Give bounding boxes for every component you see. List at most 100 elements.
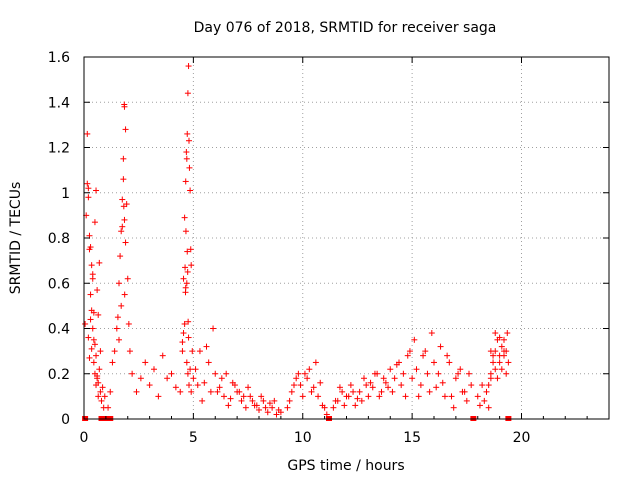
y-tick-label: 1 <box>61 186 70 202</box>
data-point <box>187 246 194 253</box>
data-point <box>350 388 357 395</box>
data-point <box>89 325 96 332</box>
data-point <box>95 311 102 318</box>
data-point <box>182 289 189 296</box>
x-tick-label: 0 <box>80 430 89 446</box>
data-point <box>501 336 507 343</box>
data-point <box>446 359 453 366</box>
data-point <box>107 388 114 395</box>
data-point <box>142 359 149 366</box>
data-point <box>336 384 343 391</box>
data-point <box>182 264 189 271</box>
data-point <box>441 393 448 400</box>
data-point <box>387 366 394 373</box>
data-point <box>466 370 472 377</box>
data-point <box>117 253 124 260</box>
data-point <box>184 370 191 377</box>
data-point <box>225 402 232 409</box>
data-point <box>91 219 98 226</box>
data-point <box>84 180 91 187</box>
data-point <box>258 393 265 400</box>
data-point <box>269 404 276 411</box>
data-point <box>188 262 195 269</box>
data-point <box>88 345 95 352</box>
data-point <box>119 196 126 203</box>
data-point <box>234 388 241 395</box>
data-point <box>365 393 372 400</box>
data-point <box>240 393 247 400</box>
data-point <box>448 393 455 400</box>
data-point <box>89 271 96 278</box>
data-point <box>109 359 116 366</box>
data-point <box>391 375 398 382</box>
data-point <box>185 334 192 341</box>
y-tick-label: 1.6 <box>48 50 70 66</box>
x-tick-label: 20 <box>513 430 531 446</box>
data-point <box>105 404 112 411</box>
data-point <box>389 388 396 395</box>
data-point <box>188 388 195 395</box>
data-point <box>420 352 427 359</box>
data-point <box>114 314 121 321</box>
data-point <box>406 348 413 355</box>
data-point <box>402 393 409 400</box>
y-tick-label: 0.2 <box>48 367 70 383</box>
data-point <box>182 178 189 185</box>
data-point <box>101 393 108 400</box>
data-point <box>85 185 92 192</box>
data-point <box>266 400 273 407</box>
data-point <box>481 397 488 404</box>
data-point <box>86 354 93 361</box>
data-point <box>205 359 212 366</box>
data-point <box>487 348 494 355</box>
data-point <box>137 375 144 382</box>
data-point <box>183 359 190 366</box>
data-point <box>271 397 278 404</box>
data-point <box>189 348 196 355</box>
data-point <box>227 395 234 402</box>
data-point <box>459 388 466 395</box>
data-point <box>463 397 470 404</box>
data-point <box>199 397 206 404</box>
data-point <box>207 388 214 395</box>
data-point <box>125 320 132 327</box>
data-point <box>121 101 128 108</box>
data-point <box>251 402 258 409</box>
data-point <box>87 291 94 298</box>
data-point <box>186 137 192 144</box>
data-point <box>273 411 280 418</box>
data-point <box>180 275 187 282</box>
data-point <box>490 352 497 359</box>
data-point <box>159 352 166 359</box>
data-point <box>186 164 193 171</box>
data-point <box>216 384 223 391</box>
data-point <box>321 404 328 411</box>
data-point <box>494 375 501 382</box>
data-point <box>124 275 131 282</box>
data-point <box>184 268 191 275</box>
data-point <box>182 228 189 235</box>
data-point <box>341 402 348 409</box>
y-axis-label: SRMTID / TECUs <box>8 182 24 295</box>
data-point <box>483 388 490 395</box>
y-tick-labels: 0 0.2 0.4 0.6 0.8 1 1.2 1.4 1.6 <box>48 50 70 428</box>
data-point <box>90 336 97 343</box>
y-tick-label: 1.4 <box>48 95 70 111</box>
data-point <box>347 382 354 389</box>
data-point <box>498 366 505 373</box>
data-point <box>452 375 459 382</box>
data-point <box>345 393 352 400</box>
data-point <box>185 63 192 70</box>
data-point <box>214 388 221 395</box>
data-point <box>87 244 94 251</box>
data-point <box>95 379 102 386</box>
y-tick-label: 1.2 <box>48 141 70 157</box>
data-point <box>450 404 457 411</box>
data-point <box>155 393 162 400</box>
x-axis-label: GPS time / hours <box>287 458 404 474</box>
data-point <box>185 318 192 325</box>
data-point <box>95 393 102 400</box>
data-point <box>398 382 405 389</box>
data-point <box>221 393 227 400</box>
